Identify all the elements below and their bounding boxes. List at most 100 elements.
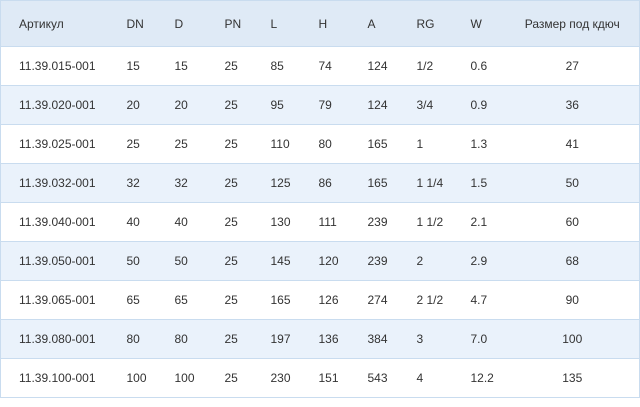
table-cell: 130 [252, 202, 301, 242]
table-cell: 135 [505, 358, 640, 398]
table-cell: 165 [349, 163, 399, 203]
table-cell: 95 [252, 85, 301, 125]
table-cell: 74 [300, 46, 350, 86]
table-cell: 2 1/2 [398, 280, 453, 320]
table-cell: 100 [156, 358, 207, 398]
table-cell: 110 [252, 124, 301, 164]
table-cell: 1 1/2 [398, 202, 453, 242]
table-cell: 274 [349, 280, 399, 320]
table-cell: 120 [300, 241, 350, 281]
table-cell: 25 [108, 124, 157, 164]
table-cell: 20 [108, 85, 157, 125]
table-cell: 11.39.020-001 [0, 85, 109, 125]
column-header: D [156, 0, 207, 47]
table-cell: 111 [300, 202, 350, 242]
table-cell: 136 [300, 319, 350, 359]
table-cell: 0.9 [452, 85, 506, 125]
table-cell: 2.1 [452, 202, 506, 242]
table-cell: 1.3 [452, 124, 506, 164]
table-cell: 1 [398, 124, 453, 164]
table-cell: 11.39.080-001 [0, 319, 109, 359]
table-cell: 11.39.015-001 [0, 46, 109, 86]
table-cell: 125 [252, 163, 301, 203]
table-cell: 12.2 [452, 358, 506, 398]
table-cell: 239 [349, 202, 399, 242]
column-header: Артикул [0, 0, 109, 47]
table-cell: 50 [505, 163, 640, 203]
table-cell: 25 [206, 280, 253, 320]
table-cell: 3 [398, 319, 453, 359]
table-cell: 2 [398, 241, 453, 281]
table-cell: 100 [108, 358, 157, 398]
table-cell: 384 [349, 319, 399, 359]
table-cell: 90 [505, 280, 640, 320]
table-cell: 543 [349, 358, 399, 398]
table-cell: 80 [108, 319, 157, 359]
table-cell: 7.0 [452, 319, 506, 359]
table-cell: 1.5 [452, 163, 506, 203]
column-header: Размер под кдюч [505, 0, 640, 47]
table-cell: 11.39.025-001 [0, 124, 109, 164]
table-cell: 65 [108, 280, 157, 320]
table-cell: 60 [505, 202, 640, 242]
header-row: Артикул DN D PN L H A RG W Размер под кдюч [0, 0, 640, 47]
table-cell: 25 [206, 124, 253, 164]
table-row: 11.39.015-001 15 15 25 85 74 124 1/2 0.6 27 [0, 46, 640, 86]
table-cell: 197 [252, 319, 301, 359]
column-header: RG [398, 0, 453, 47]
table-cell: 11.39.050-001 [0, 241, 109, 281]
table-cell: 20 [156, 85, 207, 125]
table-cell: 124 [349, 85, 399, 125]
column-header: L [252, 0, 301, 47]
table-cell: 126 [300, 280, 350, 320]
table-cell: 25 [206, 85, 253, 125]
table-cell: 165 [349, 124, 399, 164]
table-row: 11.39.050-001 50 50 25 145 120 239 2 2.9 68 [0, 241, 640, 281]
table-cell: 230 [252, 358, 301, 398]
table-cell: 15 [156, 46, 207, 86]
table-cell: 40 [156, 202, 207, 242]
table-cell: 41 [505, 124, 640, 164]
table-row: 11.39.020-001 20 20 25 95 79 124 3/4 0.9 36 [0, 85, 640, 125]
table-cell: 50 [156, 241, 207, 281]
table-row: 11.39.080-001 80 80 25 197 136 384 3 7.0 100 [0, 319, 640, 359]
table-cell: 86 [300, 163, 350, 203]
table-cell: 11.39.032-001 [0, 163, 109, 203]
table-cell: 25 [156, 124, 207, 164]
table-row: 11.39.025-001 25 25 25 110 80 165 1 1.3 41 [0, 124, 640, 164]
column-header: W [452, 0, 506, 47]
table-row: 11.39.100-001 100 100 25 230 151 543 4 12.2 135 [0, 358, 640, 398]
table-cell: 27 [505, 46, 640, 86]
table-cell: 11.39.100-001 [0, 358, 109, 398]
table-cell: 100 [505, 319, 640, 359]
table-cell: 65 [156, 280, 207, 320]
table-cell: 68 [505, 241, 640, 281]
table-cell: 36 [505, 85, 640, 125]
table-cell: 15 [108, 46, 157, 86]
table-cell: 4.7 [452, 280, 506, 320]
table-row: 11.39.040-001 40 40 25 130 111 239 1 1/2 2.1 60 [0, 202, 640, 242]
table-cell: 25 [206, 163, 253, 203]
column-header: A [349, 0, 399, 47]
table-cell: 25 [206, 319, 253, 359]
table-cell: 50 [108, 241, 157, 281]
table-cell: 79 [300, 85, 350, 125]
column-header: DN [108, 0, 157, 47]
table-cell: 239 [349, 241, 399, 281]
table-cell: 11.39.065-001 [0, 280, 109, 320]
table-cell: 25 [206, 358, 253, 398]
table-cell: 1/2 [398, 46, 453, 86]
table-cell: 32 [108, 163, 157, 203]
table-cell: 124 [349, 46, 399, 86]
table-cell: 40 [108, 202, 157, 242]
column-header: PN [206, 0, 253, 47]
column-header: H [300, 0, 350, 47]
table-cell: 25 [206, 241, 253, 281]
table-cell: 165 [252, 280, 301, 320]
spec-table: Артикул DN D PN L H A RG W Размер под кдюч 11.39.… [0, 0, 640, 398]
table-cell: 2.9 [452, 241, 506, 281]
table-cell: 11.39.040-001 [0, 202, 109, 242]
table-cell: 0.6 [452, 46, 506, 86]
table-cell: 145 [252, 241, 301, 281]
